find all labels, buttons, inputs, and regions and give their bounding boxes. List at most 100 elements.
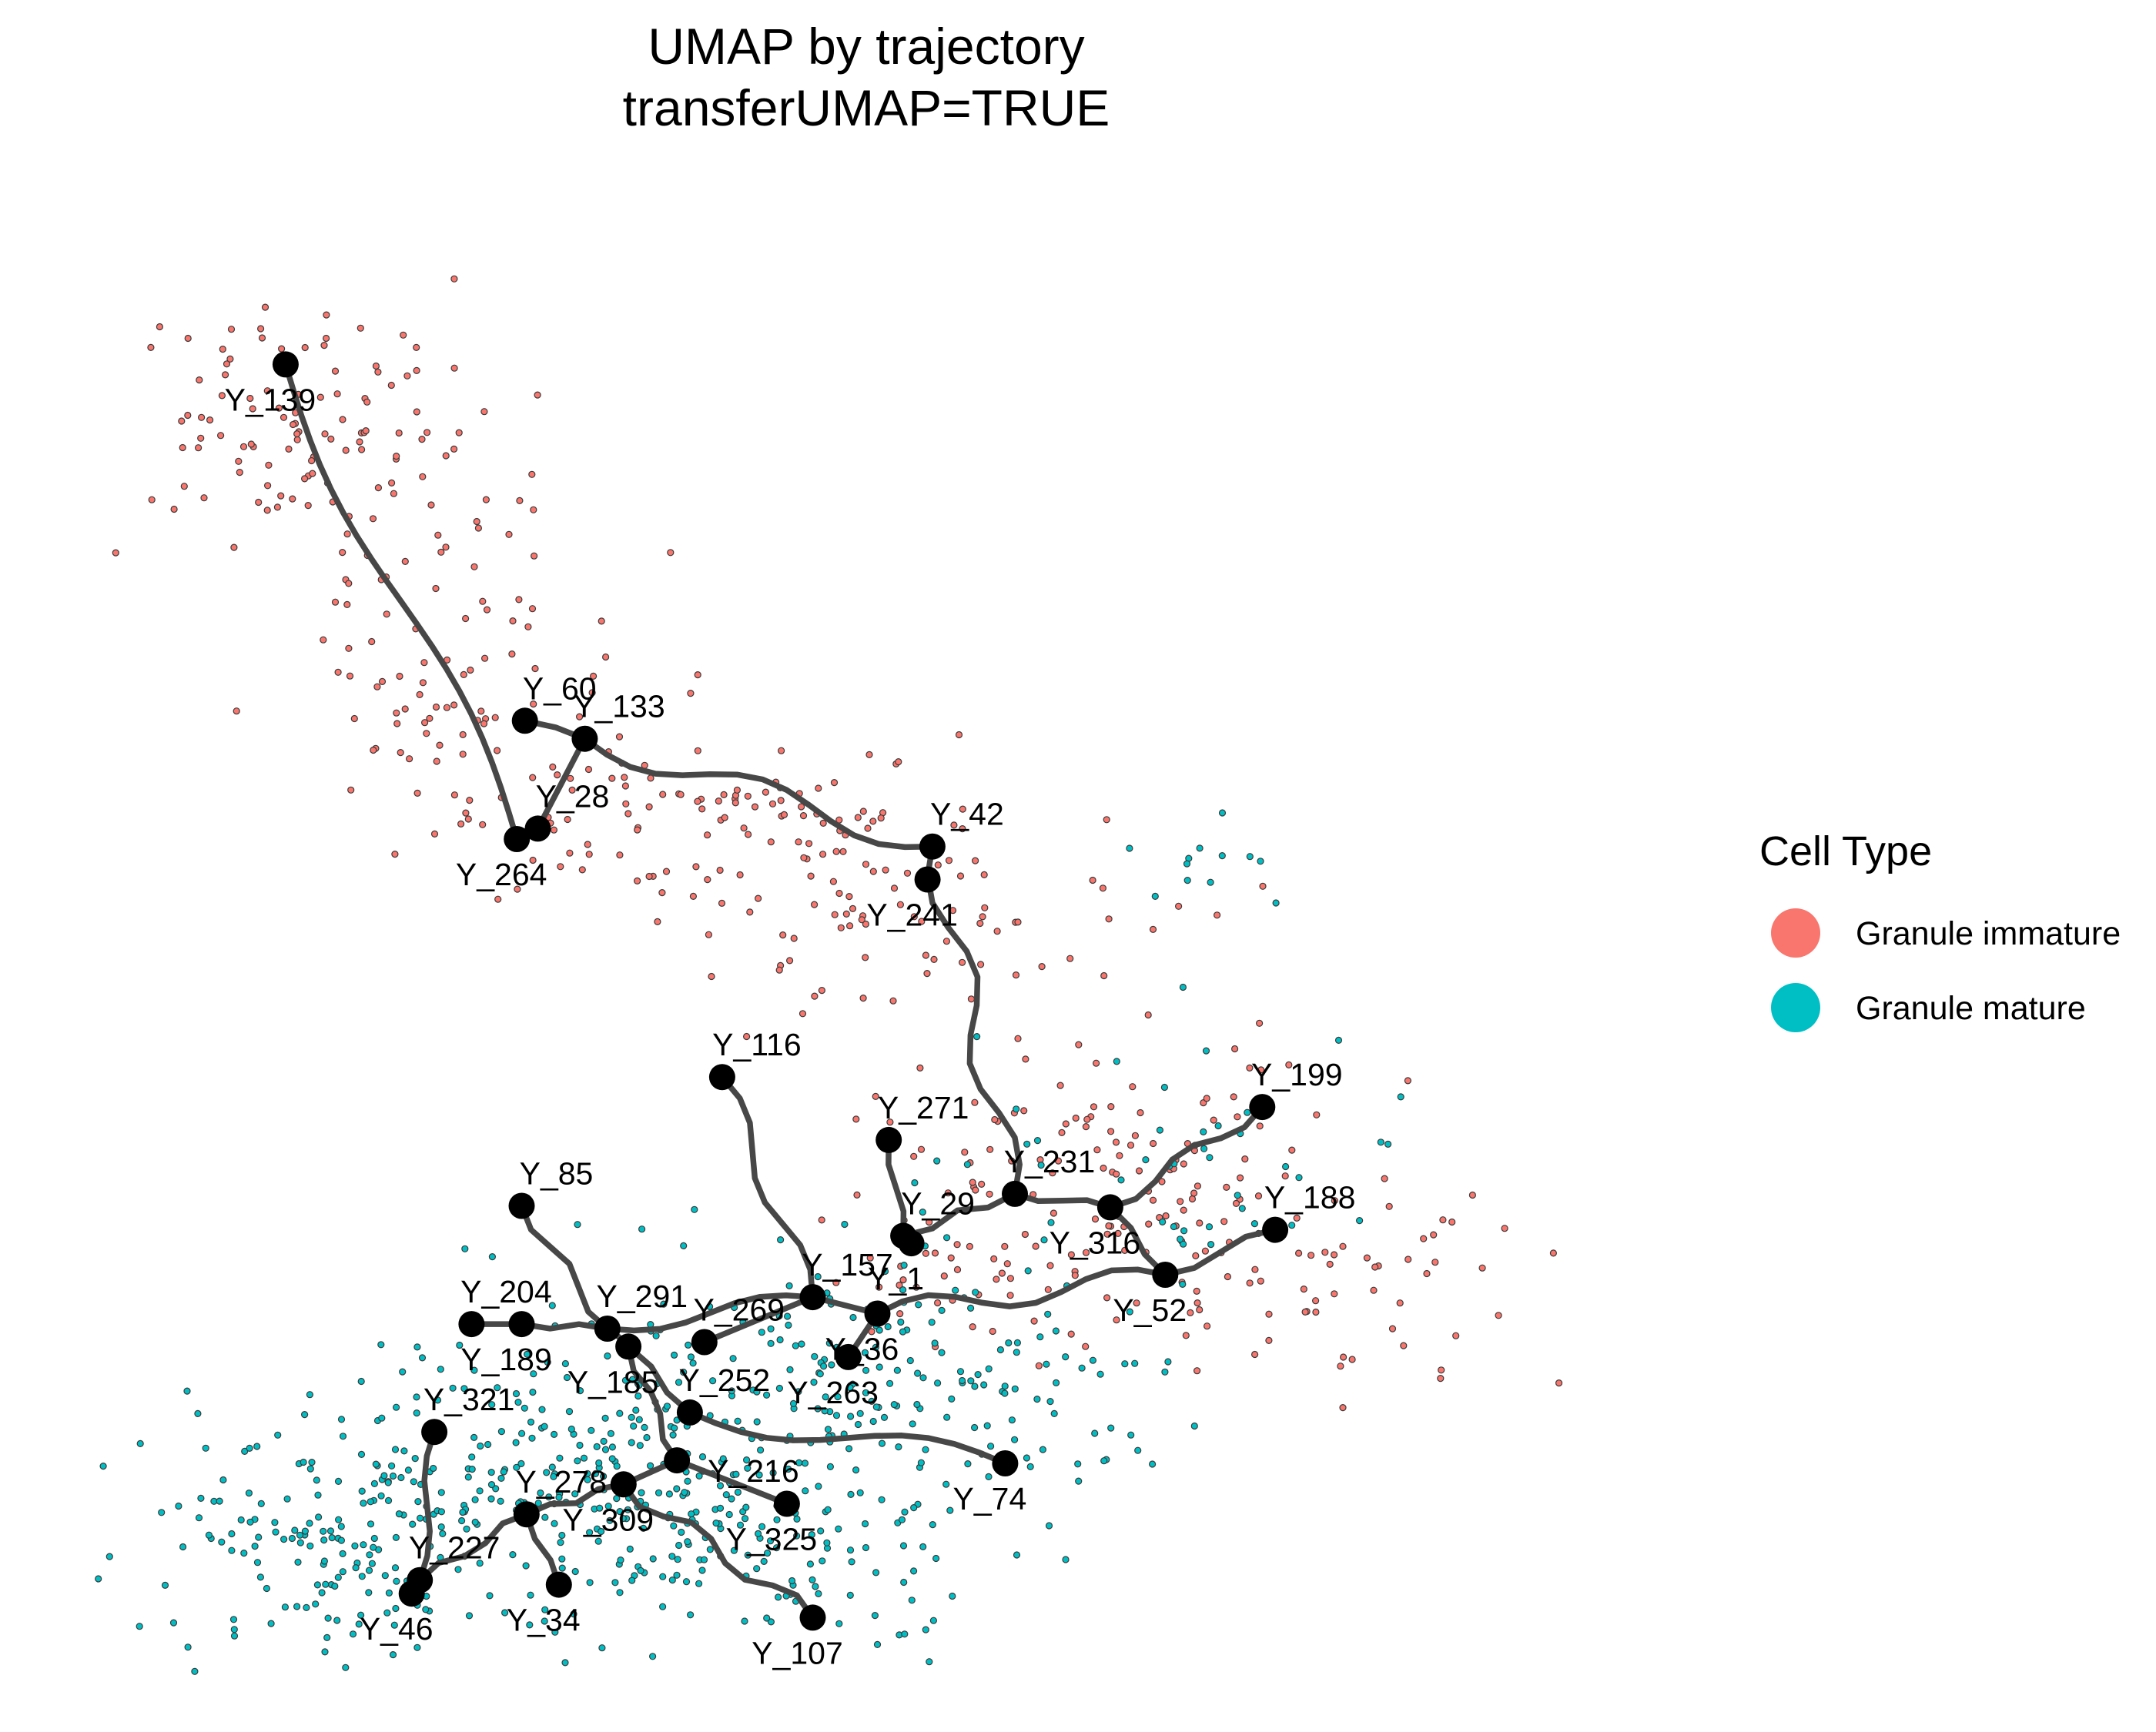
cell-point-granule-mature	[523, 1350, 531, 1358]
cell-point-granule-immature	[265, 461, 273, 469]
cell-point-granule-mature	[334, 1573, 342, 1581]
cell-point-granule-immature	[373, 683, 381, 690]
cell-point-granule-mature	[588, 1426, 595, 1434]
cell-point-granule-immature	[219, 346, 226, 353]
trajectory-edge-y52-y36	[874, 1266, 1169, 1317]
cell-point-granule-immature	[658, 888, 666, 897]
cell-point-granule-mature	[303, 1603, 310, 1611]
chart-subtitle: transferUMAP=TRUE	[623, 79, 1110, 136]
cell-point-granule-immature	[1448, 1218, 1456, 1226]
cell-point-granule-immature	[1201, 1247, 1210, 1255]
cell-point-granule-mature	[643, 1433, 651, 1442]
cell-point-granule-mature	[517, 1459, 525, 1468]
cell-point-granule-immature	[1300, 1285, 1307, 1293]
cell-point-granule-mature	[910, 1503, 918, 1512]
cell-point-granule-mature	[636, 1442, 644, 1449]
cell-point-granule-mature	[1089, 1356, 1097, 1364]
cell-point-granule-mature	[835, 1620, 843, 1627]
cell-point-granule-mature	[263, 1584, 270, 1593]
cell-point-granule-immature	[1012, 971, 1020, 979]
trajectory-node-y-199	[1249, 1094, 1276, 1121]
cell-point-granule-immature	[233, 707, 240, 715]
cell-point-granule-mature	[928, 1319, 936, 1326]
cell-point-granule-immature	[1129, 1083, 1137, 1091]
cell-point-granule-immature	[976, 961, 985, 968]
cell-point-granule-immature	[767, 838, 775, 846]
node-label-y-116: Y_116	[712, 1027, 802, 1062]
cell-point-granule-mature	[527, 1591, 534, 1599]
cell-point-granule-immature	[837, 924, 845, 931]
cell-point-granule-mature	[861, 1349, 869, 1356]
trajectory-edge-y227-y321	[417, 1429, 437, 1583]
cell-point-granule-mature	[1096, 1370, 1104, 1378]
cell-point-granule-immature	[393, 452, 400, 460]
node-label-y-325: Y_325	[726, 1522, 818, 1557]
cell-point-granule-mature	[861, 1520, 869, 1528]
cell-point-granule-immature	[1113, 1170, 1120, 1178]
cell-point-granule-mature	[544, 1358, 551, 1366]
cell-point-granule-mature	[816, 1370, 824, 1378]
cell-point-granule-mature	[1001, 1383, 1009, 1390]
legend-label-granule-mature: Granule mature	[1856, 990, 2086, 1027]
cell-point-granule-mature	[551, 1520, 558, 1527]
legend-key-granule-mature	[1771, 983, 1820, 1032]
cell-point-granule-mature	[878, 1439, 886, 1447]
node-label-y-28: Y_28	[536, 778, 610, 814]
trajectory-edge-y231-y316	[1012, 1191, 1113, 1211]
cell-point-granule-mature	[719, 1455, 727, 1463]
cell-point-granule-mature	[684, 1538, 691, 1546]
cell-point-granule-immature	[1001, 1242, 1009, 1250]
cell-point-granule-mature	[517, 1429, 526, 1437]
cell-point-granule-mature	[929, 1520, 936, 1529]
node-label-y-227: Y_227	[409, 1530, 500, 1566]
cell-point-granule-mature	[1113, 1058, 1120, 1065]
cell-point-granule-mature	[558, 1555, 566, 1563]
cell-point-granule-mature	[637, 1566, 644, 1575]
cell-point-granule-mature	[772, 1544, 781, 1552]
cell-point-granule-immature	[1400, 1342, 1408, 1349]
cell-point-granule-mature	[660, 1300, 668, 1308]
cell-point-granule-immature	[886, 1118, 894, 1126]
cell-point-granule-immature	[419, 679, 427, 687]
cell-point-granule-mature	[736, 1521, 745, 1529]
cell-point-granule-immature	[777, 747, 785, 754]
cell-point-granule-immature	[1420, 1235, 1428, 1242]
cell-point-granule-immature	[832, 848, 840, 855]
cell-point-granule-immature	[347, 786, 355, 794]
cell-point-granule-mature	[253, 1559, 262, 1566]
cell-point-granule-immature	[616, 851, 624, 859]
trajectory-node-y-325	[773, 1490, 800, 1517]
cell-point-granule-immature	[467, 666, 474, 674]
cell-point-granule-mature	[966, 1304, 975, 1312]
cell-point-granule-mature	[487, 1468, 495, 1476]
cell-point-granule-mature	[358, 1487, 366, 1495]
cell-point-granule-immature	[1103, 1294, 1111, 1302]
cell-point-granule-mature	[385, 1589, 393, 1597]
cell-point-granule-immature	[869, 868, 877, 875]
cell-point-granule-mature	[680, 1242, 688, 1250]
cell-point-granule-mature	[543, 1469, 551, 1476]
cell-point-granule-mature	[463, 1525, 470, 1533]
cell-point-granule-mature	[808, 1530, 815, 1539]
cell-point-granule-immature	[273, 503, 281, 511]
cell-point-granule-mature	[734, 1488, 742, 1496]
cell-point-granule-mature	[1384, 1140, 1392, 1149]
cell-point-granule-immature	[1255, 1019, 1264, 1027]
cell-point-granule-mature	[306, 1465, 314, 1473]
cell-point-granule-immature	[1014, 1035, 1022, 1042]
cell-point-granule-mature	[848, 1558, 855, 1566]
cell-point-granule-mature	[370, 1543, 377, 1551]
cell-point-granule-mature	[849, 1313, 857, 1322]
cell-point-granule-mature	[461, 1245, 469, 1252]
cell-point-granule-mature	[339, 1568, 346, 1576]
cell-point-granule-immature	[378, 677, 387, 686]
cell-point-granule-mature	[437, 1489, 445, 1496]
cell-point-granule-mature	[808, 1576, 816, 1583]
cell-point-granule-immature	[692, 863, 700, 871]
cell-point-granule-mature	[477, 1442, 484, 1450]
cell-point-granule-immature	[818, 986, 826, 995]
cell-point-granule-immature	[645, 803, 653, 811]
cell-point-granule-mature	[875, 1326, 883, 1334]
cell-point-granule-mature	[1183, 876, 1191, 884]
cell-point-granule-mature	[513, 1463, 521, 1471]
